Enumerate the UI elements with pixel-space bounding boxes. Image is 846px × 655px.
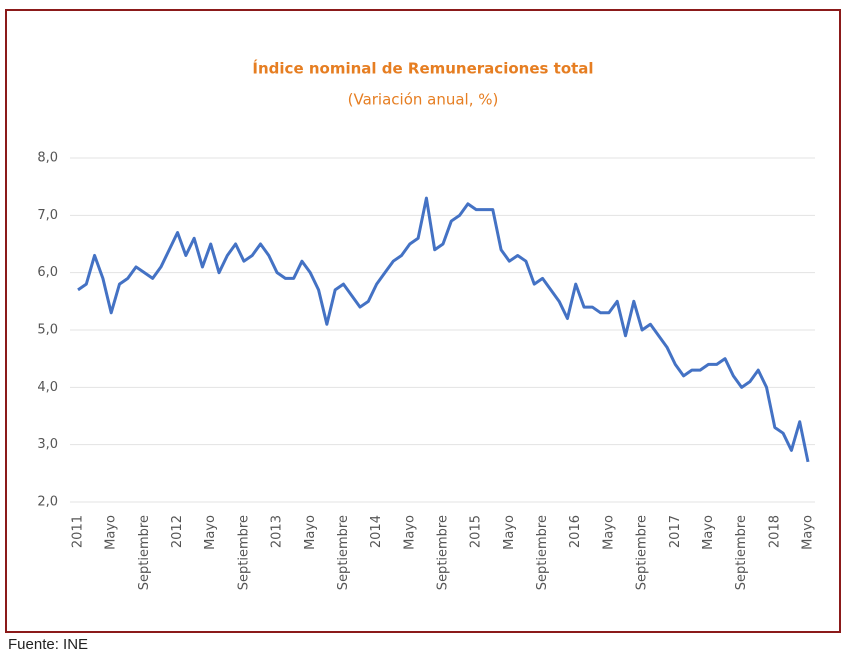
x-tick-label: 2015 [469, 515, 484, 548]
x-tick-label: Mayo [701, 515, 716, 550]
x-tick-label: 2011 [71, 515, 86, 548]
x-tick-label: Mayo [502, 515, 517, 550]
x-tick-label: 2012 [170, 515, 185, 548]
source: Fuente: INE [8, 636, 88, 653]
y-tick-label: 2,0 [37, 495, 58, 510]
x-tick-label: Mayo [601, 515, 616, 550]
y-tick-label: 4,0 [37, 380, 58, 395]
x-tick-label: 2013 [270, 515, 285, 548]
x-tick-label: 2017 [668, 515, 683, 548]
x-tick-label: Mayo [303, 515, 318, 550]
x-tick-label: Mayo [104, 515, 119, 550]
x-tick-label: Mayo [203, 515, 218, 550]
x-tick-label: 2016 [568, 515, 583, 548]
x-tick-label: Septiembre [236, 515, 251, 590]
y-tick-label: 6,0 [37, 265, 58, 280]
x-tick-label: Mayo [801, 515, 816, 550]
chart-title: Índice nominal de Remuneraciones total [252, 59, 593, 78]
x-tick-label: 2018 [767, 515, 782, 548]
x-tick-label: Septiembre [336, 515, 351, 590]
x-tick-label: Septiembre [436, 515, 451, 590]
y-tick-label: 7,0 [37, 208, 58, 223]
frame [5, 9, 841, 633]
x-tick-label: 2014 [369, 515, 384, 548]
x-tick-label: Septiembre [635, 515, 650, 590]
x-tick-label: Mayo [402, 515, 417, 550]
y-tick-label: 5,0 [37, 323, 58, 338]
y-tick-label: 3,0 [37, 437, 58, 452]
line [77, 196, 810, 463]
y-tick-label: 8,0 [37, 151, 58, 166]
x-tick-label: Septiembre [734, 515, 749, 590]
chart-subtitle: (Variación anual, %) [348, 91, 499, 109]
x-tick-label: Septiembre [535, 515, 550, 590]
x-tick-label: Septiembre [137, 515, 152, 590]
